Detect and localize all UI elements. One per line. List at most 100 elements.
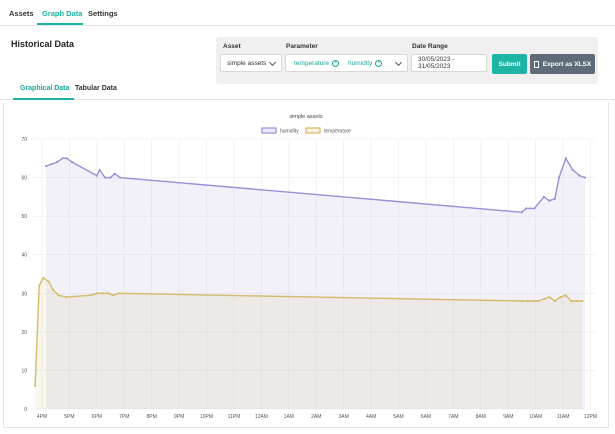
top-tab-bar: Assets Graph Data Settings bbox=[0, 0, 615, 26]
x-tick-label: 9AM bbox=[503, 414, 513, 420]
legend-label-humidity: humidity bbox=[280, 129, 299, 135]
data-point-temperature bbox=[570, 299, 573, 303]
x-tick-label: 6AM bbox=[421, 414, 431, 420]
parameter-chip-humidity: humidity × bbox=[348, 59, 383, 67]
data-point-humidity bbox=[583, 176, 587, 179]
tab-tabular-data[interactable]: Tabular Data bbox=[75, 85, 117, 92]
data-point-humidity bbox=[548, 199, 551, 202]
x-tick-label: 6PM bbox=[92, 414, 102, 420]
x-tick-label: 8AM bbox=[476, 414, 486, 420]
data-point-humidity bbox=[571, 168, 574, 171]
tab-assets[interactable]: Assets bbox=[9, 9, 34, 18]
chip-label: humidity bbox=[348, 59, 373, 67]
asset-select[interactable]: simple assets bbox=[220, 54, 282, 72]
y-tick-label: 40 bbox=[21, 253, 27, 259]
data-point-humidity bbox=[109, 176, 112, 179]
x-tick-label: 11PM bbox=[228, 414, 241, 420]
parameter-select[interactable]: temperature × humidity × bbox=[285, 54, 408, 72]
chart-legend: humidity temperature bbox=[261, 127, 351, 135]
data-point-temperature bbox=[38, 284, 41, 287]
tab-graphical-data[interactable]: Graphical Data bbox=[20, 85, 70, 92]
date-range-input[interactable]: 30/05/2023 - 31/05/2023 bbox=[411, 54, 487, 72]
data-point-humidity bbox=[103, 176, 107, 179]
page-title: Historical Data bbox=[11, 39, 75, 49]
file-icon bbox=[533, 60, 539, 68]
data-point-temperature bbox=[57, 294, 60, 297]
date-range-value: 30/05/2023 - 31/05/2023 bbox=[418, 56, 455, 70]
x-tick-label: 3AM bbox=[339, 414, 349, 420]
x-tick-label: 10AM bbox=[529, 414, 542, 420]
data-point-humidity bbox=[119, 176, 122, 179]
parameter-label: Parameter bbox=[286, 43, 318, 50]
remove-chip-icon[interactable]: × bbox=[332, 59, 340, 67]
y-tick-label: 30 bbox=[21, 291, 27, 297]
data-point-humidity bbox=[113, 172, 116, 175]
tab-graph-data[interactable]: Graph Data bbox=[42, 9, 83, 18]
chart-title: simple assets bbox=[289, 114, 323, 120]
data-point-temperature bbox=[520, 299, 524, 303]
y-tick-label: 10 bbox=[21, 368, 27, 374]
data-point-temperature bbox=[564, 294, 567, 297]
data-point-temperature bbox=[581, 299, 584, 303]
date-range-label: Date Range bbox=[412, 43, 448, 50]
data-point-temperature bbox=[90, 294, 93, 297]
chart-series bbox=[34, 157, 587, 409]
chip-label: temperature bbox=[294, 59, 330, 67]
y-tick-label: 60 bbox=[21, 176, 27, 182]
data-point-temperature bbox=[537, 299, 540, 303]
data-point-humidity bbox=[50, 162, 53, 166]
x-tick-label: 10PM bbox=[200, 414, 213, 420]
export-xlsx-button[interactable]: Export as XLSX bbox=[530, 54, 595, 74]
x-tick-label: 7PM bbox=[119, 414, 129, 420]
legend-label-temperature: temperature bbox=[324, 129, 351, 135]
x-tick-label: 4AM bbox=[366, 414, 376, 420]
x-tick-label: 8PM bbox=[147, 414, 157, 420]
data-point-humidity bbox=[557, 176, 561, 179]
series-area-temperature bbox=[35, 277, 583, 409]
legend-swatch-temperature[interactable] bbox=[305, 127, 321, 134]
view-tab-bar: Graphical Data Tabular Data bbox=[0, 80, 615, 100]
data-point-humidity bbox=[533, 207, 536, 210]
export-label: Export as XLSX bbox=[542, 60, 592, 68]
data-point-humidity bbox=[65, 157, 68, 160]
y-tick-label: 0 bbox=[24, 407, 27, 413]
data-point-humidity bbox=[564, 157, 567, 160]
legend-swatch-humidity[interactable] bbox=[261, 127, 277, 134]
x-tick-label: 9PM bbox=[174, 414, 184, 420]
data-point-humidity bbox=[71, 161, 74, 164]
submit-button[interactable]: Submit bbox=[492, 54, 527, 74]
data-point-temperature bbox=[42, 276, 45, 279]
remove-chip-icon[interactable]: × bbox=[375, 59, 383, 67]
asset-label: Asset bbox=[223, 43, 241, 50]
data-point-temperature bbox=[112, 294, 115, 297]
data-point-temperature bbox=[575, 299, 578, 303]
x-tick-label: 12PM bbox=[584, 414, 597, 420]
x-tick-label: 2AM bbox=[311, 414, 321, 420]
x-tick-label: 5PM bbox=[64, 414, 74, 420]
data-point-temperature bbox=[65, 296, 68, 299]
y-tick-label: 50 bbox=[21, 214, 27, 220]
data-point-temperature bbox=[531, 299, 535, 303]
asset-select-value: simple assets bbox=[227, 59, 267, 67]
y-tick-label: 70 bbox=[21, 137, 27, 143]
data-point-temperature bbox=[553, 299, 556, 303]
data-point-humidity bbox=[98, 168, 101, 171]
x-tick-label: 1AM bbox=[284, 414, 294, 420]
chart-container bbox=[3, 102, 609, 428]
y-axis: 0 10 20 30 40 50 60 70 bbox=[21, 137, 27, 413]
active-view-indicator bbox=[13, 98, 74, 100]
chart-grid bbox=[31, 138, 596, 410]
data-point-humidity bbox=[61, 157, 64, 160]
data-point-temperature bbox=[101, 292, 104, 295]
data-point-temperature bbox=[47, 280, 50, 283]
y-tick-label: 20 bbox=[21, 330, 27, 336]
data-point-temperature bbox=[542, 297, 545, 301]
data-point-temperature bbox=[95, 292, 98, 295]
data-point-temperature bbox=[117, 292, 120, 295]
data-point-temperature bbox=[548, 296, 551, 299]
active-tab-indicator bbox=[37, 23, 83, 25]
tab-settings[interactable]: Settings bbox=[88, 9, 118, 18]
x-tick-label: 7AM bbox=[448, 414, 458, 420]
data-point-humidity bbox=[524, 207, 528, 210]
